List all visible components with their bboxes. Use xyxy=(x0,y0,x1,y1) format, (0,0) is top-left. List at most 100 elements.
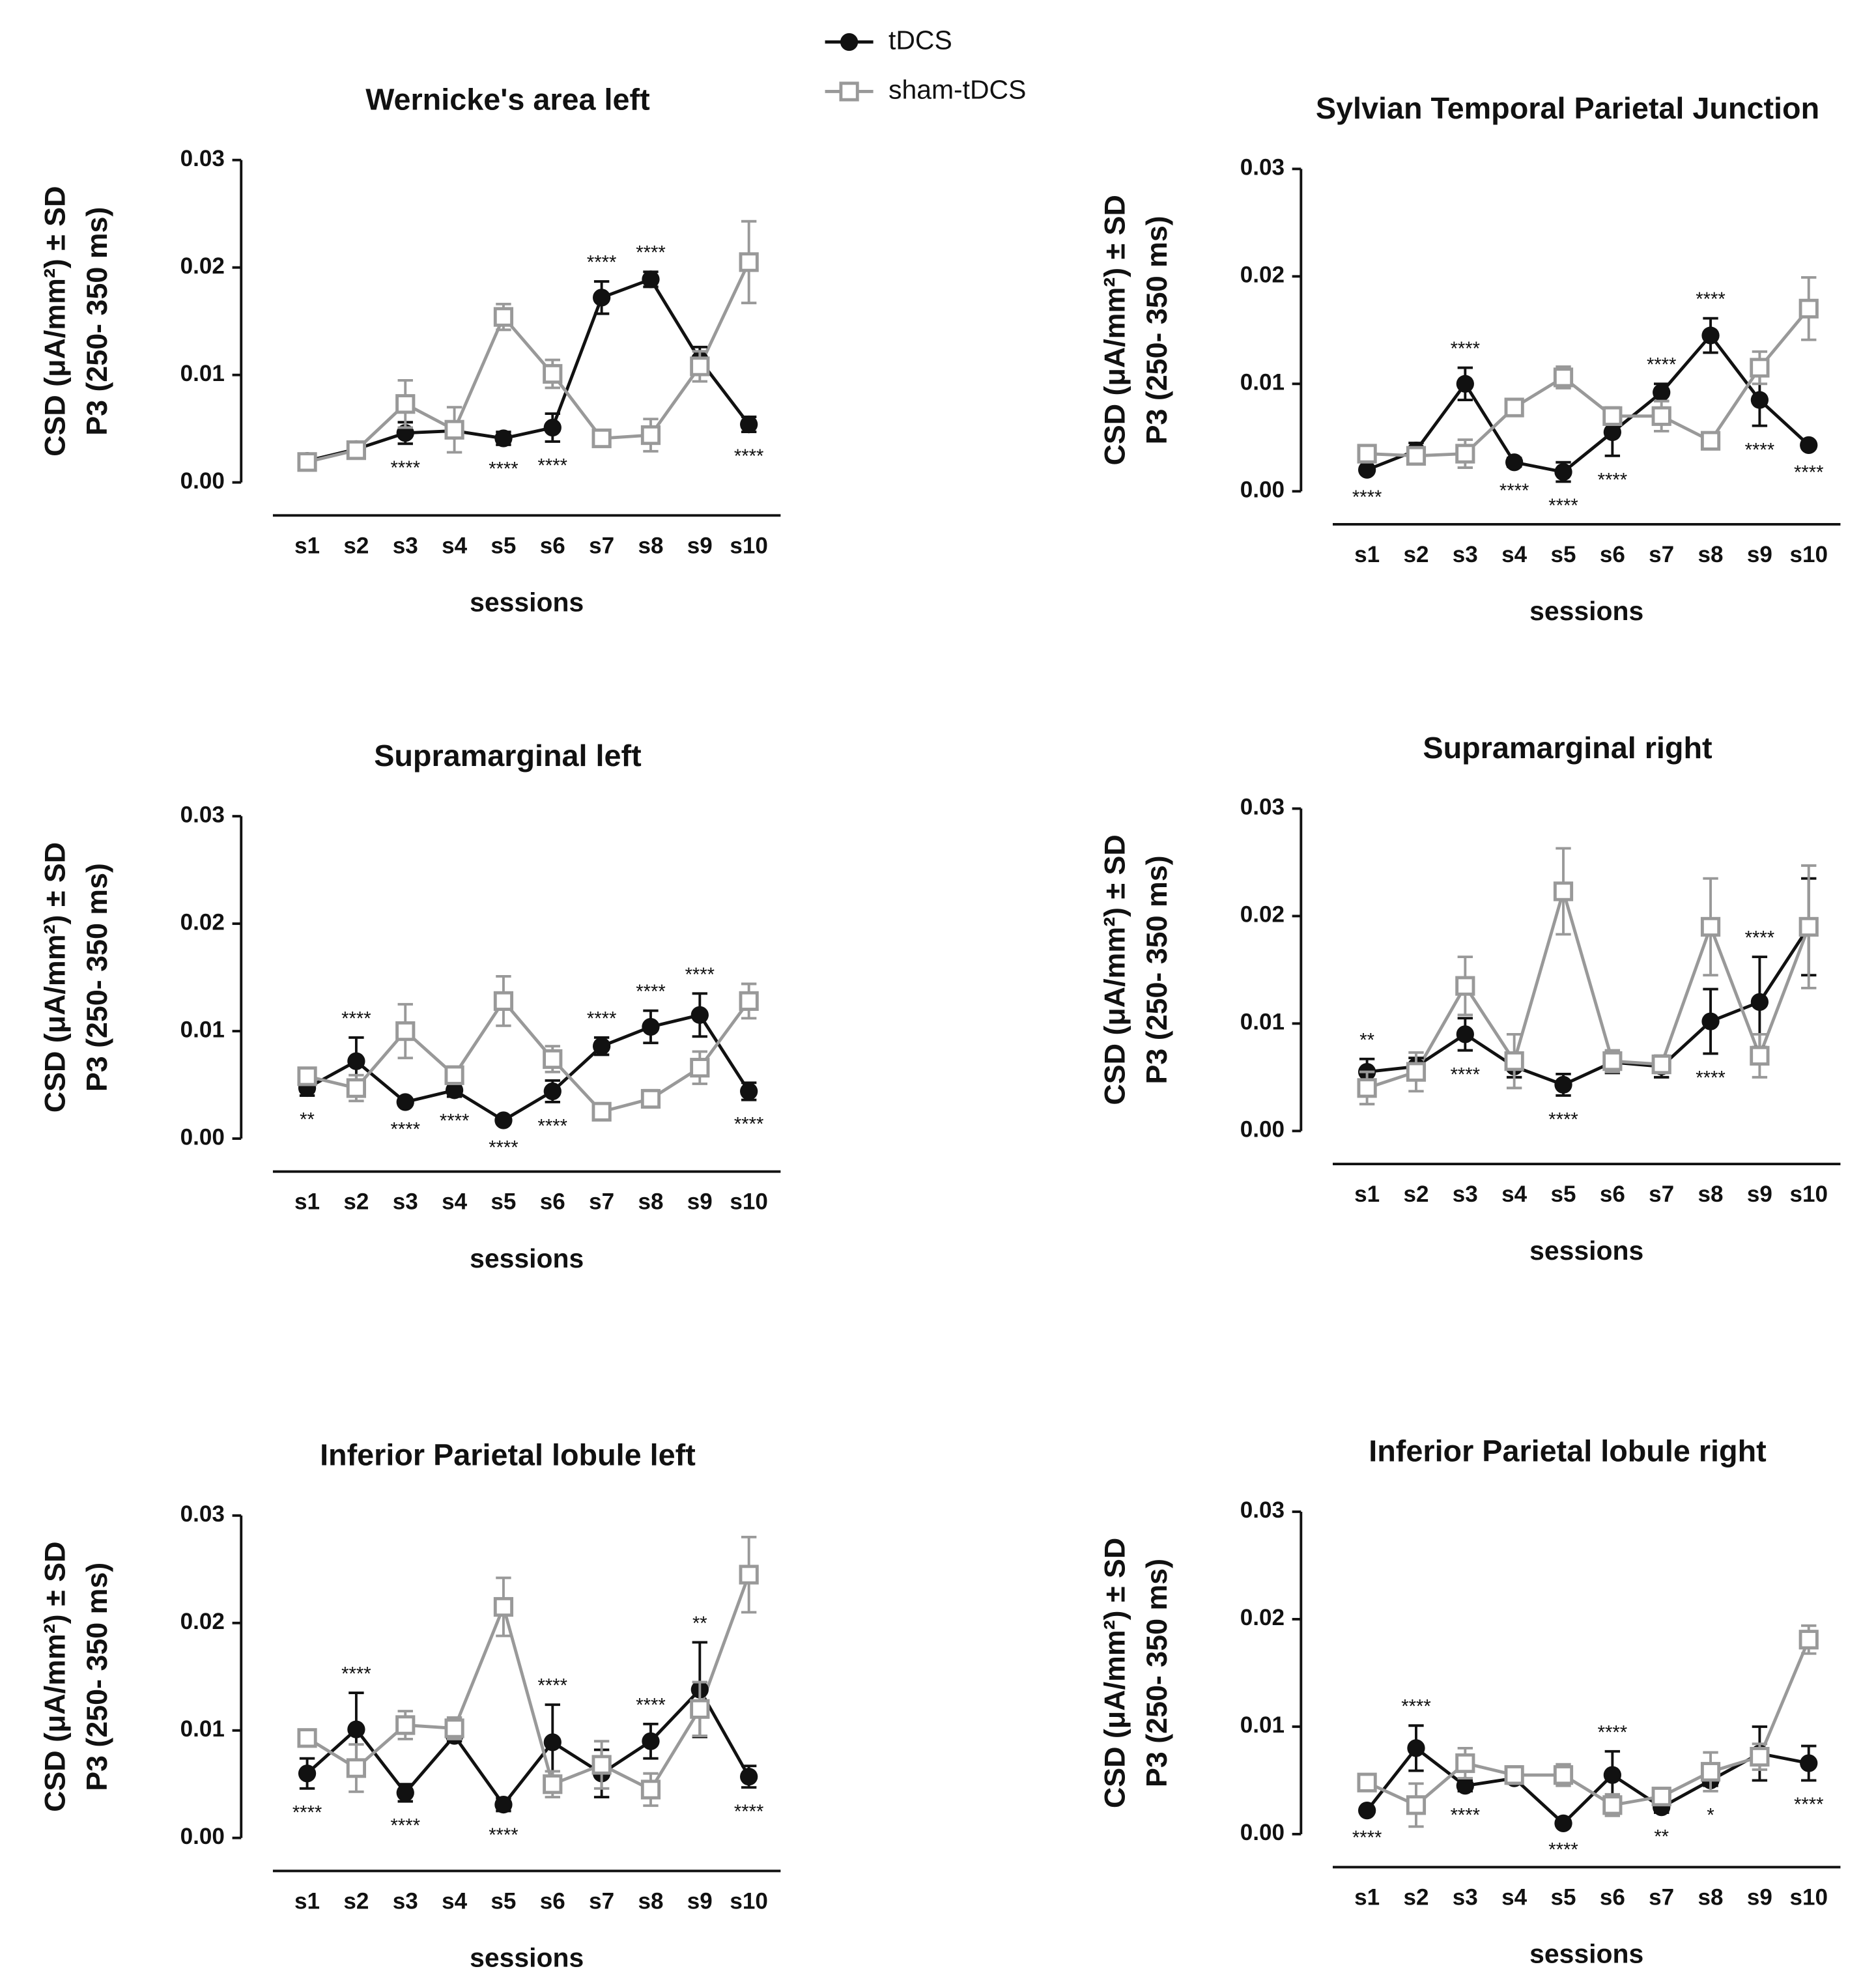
significance-label: **** xyxy=(1598,470,1627,491)
x-axis-label: sessions xyxy=(470,588,584,617)
x-tick-label: s7 xyxy=(589,1189,614,1215)
x-tick-label: s9 xyxy=(687,533,713,558)
x-tick-label: s3 xyxy=(393,533,418,558)
x-tick-label: s1 xyxy=(294,533,320,558)
significance-label: **** xyxy=(1499,481,1529,502)
marker xyxy=(591,1755,612,1775)
marker xyxy=(1602,1795,1623,1815)
y-tick-label: 0.02 xyxy=(1240,1605,1285,1630)
y-tick-label: 0.01 xyxy=(180,361,225,386)
marker xyxy=(740,415,758,434)
marker xyxy=(1798,916,1819,937)
x-tick-label: s6 xyxy=(1600,1885,1625,1910)
marker xyxy=(1750,1045,1770,1066)
y-tick-label: 0.00 xyxy=(1240,1820,1285,1845)
marker xyxy=(1651,1054,1671,1075)
x-tick-label: s9 xyxy=(1747,1885,1772,1910)
x-tick-label: s10 xyxy=(1789,1182,1828,1207)
significance-label: **** xyxy=(734,1114,763,1135)
significance-label: ** xyxy=(1359,1030,1374,1051)
x-tick-label: s4 xyxy=(1501,1182,1528,1207)
x-tick-label: s7 xyxy=(1649,1885,1674,1910)
y-tick-label: 0.03 xyxy=(180,1501,225,1527)
marker xyxy=(642,270,660,289)
marker xyxy=(543,418,561,437)
x-tick-label: s9 xyxy=(687,1189,713,1215)
marker xyxy=(739,1565,759,1585)
marker xyxy=(1504,1765,1524,1785)
marker xyxy=(543,1049,563,1070)
y-axis-label: CSD (μA/mm²) ± SD xyxy=(1099,1538,1131,1808)
x-tick-label: s5 xyxy=(1550,542,1576,567)
marker xyxy=(1701,1012,1720,1030)
marker xyxy=(395,1021,416,1042)
y-axis-label: CSD (μA/mm²) ± SD xyxy=(1099,834,1131,1105)
marker xyxy=(642,1732,660,1750)
x-tick-label: s8 xyxy=(1698,1182,1724,1207)
x-tick-label: s4 xyxy=(442,1189,468,1215)
significance-label: **** xyxy=(1696,289,1725,310)
marker xyxy=(1653,383,1671,402)
y-tick-label: 0.03 xyxy=(1240,795,1285,820)
marker xyxy=(1554,1075,1572,1094)
marker xyxy=(642,1017,660,1036)
x-tick-label: s6 xyxy=(540,1189,565,1215)
significance-label: **** xyxy=(292,1803,322,1824)
x-tick-label: s2 xyxy=(1403,542,1428,567)
y-tick-label: 0.02 xyxy=(180,909,225,935)
marker xyxy=(298,1764,317,1783)
marker xyxy=(1750,993,1769,1012)
marker xyxy=(690,1699,710,1719)
series-line xyxy=(306,998,750,1114)
significance-label: ** xyxy=(300,1110,315,1131)
marker xyxy=(690,1006,709,1024)
significance-label: **** xyxy=(1451,339,1480,360)
significance-label: **** xyxy=(391,1120,420,1141)
marker xyxy=(493,991,514,1011)
x-tick-label: s4 xyxy=(442,1888,468,1914)
series-line xyxy=(1366,885,1811,1090)
significance-label: **** xyxy=(489,1825,518,1846)
series-line xyxy=(306,261,750,464)
marker xyxy=(346,440,367,461)
x-tick-label: s5 xyxy=(1550,1182,1576,1207)
y-axis-label: CSD (μA/mm²) ± SD xyxy=(39,1542,72,1812)
series-line xyxy=(1367,307,1810,458)
marker xyxy=(395,1715,416,1735)
significance-label: **** xyxy=(636,243,665,264)
x-tick-label: s2 xyxy=(343,1189,369,1215)
x-tick-label: s5 xyxy=(1550,1885,1576,1910)
x-tick-label: s6 xyxy=(540,533,565,558)
x-tick-label: s8 xyxy=(638,533,663,558)
x-tick-label: s1 xyxy=(294,1189,320,1215)
significance-label: **** xyxy=(587,253,616,274)
x-tick-label: s10 xyxy=(1789,1885,1828,1910)
marker xyxy=(1455,444,1475,464)
x-tick-label: s9 xyxy=(1747,1182,1772,1207)
marker xyxy=(640,425,661,446)
y-tick-label: 0.01 xyxy=(180,1017,225,1042)
marker xyxy=(1406,1795,1427,1815)
significance-label: **** xyxy=(1352,1828,1382,1849)
x-tick-label: s8 xyxy=(638,1888,663,1914)
y-tick-label: 0.02 xyxy=(180,253,225,279)
significance-label: **** xyxy=(1696,1068,1725,1088)
x-tick-label: s3 xyxy=(1453,1182,1478,1207)
chart-panel: Inferior Parietal lobule left CSD (μA/mm²… xyxy=(39,1438,781,1973)
significance-label: **** xyxy=(1745,440,1774,461)
x-tick-label: s1 xyxy=(294,1888,320,1914)
marker xyxy=(1357,461,1376,479)
significance-label: **** xyxy=(1451,1806,1480,1826)
marker xyxy=(1553,367,1574,388)
x-tick-label: s8 xyxy=(638,1189,663,1215)
series-line xyxy=(1366,1639,1810,1807)
significance-label: **** xyxy=(734,1802,763,1822)
marker xyxy=(1357,1078,1377,1098)
marker xyxy=(1456,1777,1474,1795)
y-tick-label: 0.00 xyxy=(180,1124,225,1150)
series-line xyxy=(306,1013,750,1122)
x-tick-label: s10 xyxy=(730,533,768,558)
series-line xyxy=(1367,926,1810,1087)
significance-label: **** xyxy=(538,456,567,477)
